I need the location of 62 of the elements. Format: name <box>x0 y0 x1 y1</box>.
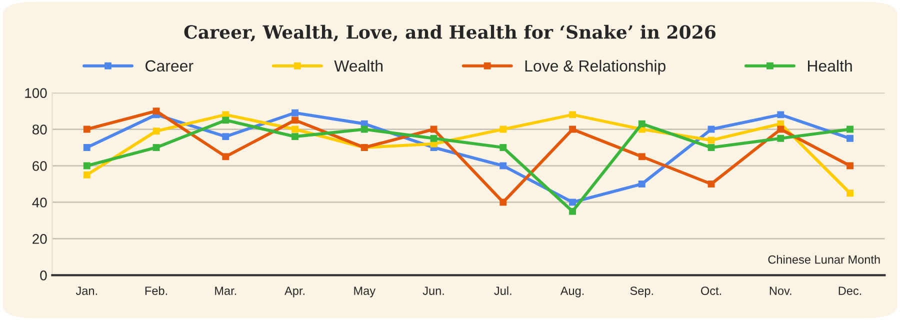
chart-title: Career, Wealth, Love, and Health for ‘Snake’ in 2026 <box>184 24 716 42</box>
point <box>360 126 368 133</box>
point <box>569 126 576 133</box>
point <box>292 126 298 133</box>
point <box>83 162 90 170</box>
y-tick-label: 80 <box>32 124 47 134</box>
point <box>152 144 160 151</box>
point <box>638 153 646 160</box>
point <box>569 208 576 215</box>
point <box>846 126 854 133</box>
point <box>569 111 576 118</box>
point <box>500 126 507 133</box>
point <box>83 126 90 133</box>
x-tick-label: Jul. <box>494 286 512 295</box>
point <box>430 134 438 142</box>
point <box>83 144 90 151</box>
point <box>500 144 507 151</box>
y-tick-label: 100 <box>25 88 47 98</box>
point <box>222 153 230 160</box>
point <box>430 126 438 133</box>
x-tick-label: Jan. <box>76 286 97 295</box>
x-tick-label: Mar. <box>215 286 236 295</box>
legend-label: Love & Relationship <box>525 60 666 75</box>
x-tick-label: Dec. <box>838 286 862 295</box>
legend-label: Career <box>146 60 194 72</box>
point <box>569 198 576 206</box>
x-tick-label: Nov. <box>770 286 792 295</box>
y-tick-label: 20 <box>32 234 47 244</box>
x-tick-label: Jun. <box>422 286 444 295</box>
point <box>846 190 854 197</box>
point <box>152 128 160 135</box>
y-tick-label: 60 <box>32 161 47 171</box>
point <box>777 134 784 142</box>
point <box>292 133 298 140</box>
x-tick-label: Oct. <box>701 286 722 295</box>
point <box>777 111 784 118</box>
point <box>152 108 160 115</box>
point <box>638 120 646 128</box>
point <box>777 126 784 133</box>
y-tick-label: 40 <box>32 198 47 208</box>
point <box>708 126 715 133</box>
point <box>292 116 298 124</box>
point <box>222 116 230 124</box>
x-axis-title: Chinese Lunar Month <box>768 255 880 264</box>
point <box>846 134 854 142</box>
x-tick-label: Apr. <box>284 286 304 298</box>
y-tick-label: 0 <box>40 270 47 280</box>
point <box>500 198 507 206</box>
point <box>83 171 90 178</box>
x-tick-label: Sep. <box>630 286 653 298</box>
point <box>708 180 715 188</box>
legend-label: Health <box>808 60 852 72</box>
point <box>222 133 230 140</box>
point <box>846 162 854 170</box>
x-tick-label: Aug. <box>560 286 584 298</box>
x-tick-label: May <box>354 286 376 298</box>
point <box>292 109 298 116</box>
point <box>708 144 715 151</box>
point <box>500 162 507 170</box>
x-tick-label: Feb. <box>145 286 167 295</box>
point <box>638 180 646 188</box>
legend-label: Wealth <box>334 60 382 72</box>
